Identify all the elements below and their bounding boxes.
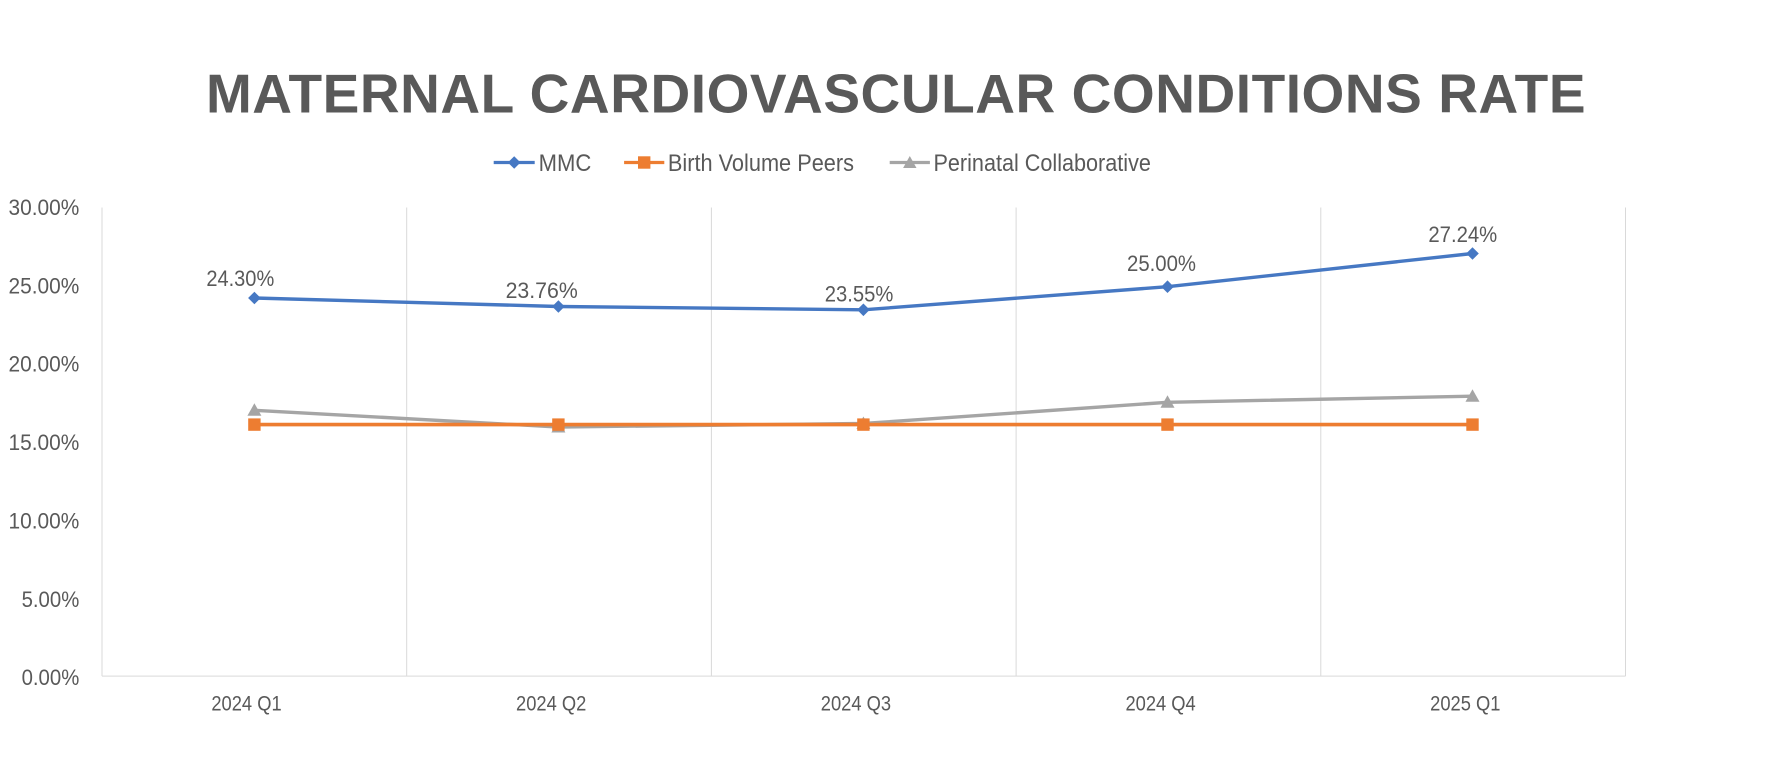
svg-text:0.00%: 0.00% — [22, 665, 80, 690]
svg-text:2024 Q4: 2024 Q4 — [1125, 692, 1195, 716]
svg-text:2024 Q1: 2024 Q1 — [211, 692, 281, 716]
svg-text:20.00%: 20.00% — [9, 352, 80, 377]
svg-text:2025 Q1: 2025 Q1 — [1430, 692, 1500, 716]
svg-text:MMC: MMC — [539, 150, 592, 177]
svg-text:25.00%: 25.00% — [1127, 251, 1196, 276]
svg-text:2024 Q3: 2024 Q3 — [821, 692, 891, 716]
svg-text:10.00%: 10.00% — [9, 509, 80, 534]
svg-text:24.30%: 24.30% — [206, 266, 274, 291]
svg-text:23.55%: 23.55% — [825, 282, 894, 307]
svg-text:27.24%: 27.24% — [1428, 222, 1497, 247]
svg-text:2024 Q2: 2024 Q2 — [516, 692, 586, 716]
svg-text:Birth Volume Peers: Birth Volume Peers — [668, 150, 854, 177]
svg-text:MATERNAL CARDIOVASCULAR CONDIT: MATERNAL CARDIOVASCULAR CONDITIONS RATE — [206, 62, 1586, 124]
svg-text:15.00%: 15.00% — [9, 430, 80, 455]
svg-text:25.00%: 25.00% — [9, 273, 80, 298]
svg-text:30.00%: 30.00% — [9, 195, 80, 220]
svg-text:23.76%: 23.76% — [506, 278, 578, 303]
svg-text:Perinatal Collaborative: Perinatal Collaborative — [934, 150, 1151, 177]
svg-text:5.00%: 5.00% — [22, 587, 80, 612]
